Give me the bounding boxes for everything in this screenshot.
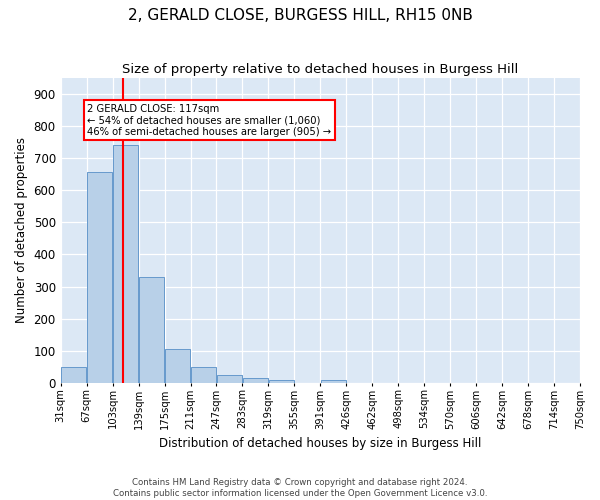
- Bar: [113, 146, 138, 382]
- Bar: [217, 374, 242, 382]
- Bar: [61, 366, 86, 382]
- Text: 2 GERALD CLOSE: 117sqm
← 54% of detached houses are smaller (1,060)
46% of semi-: 2 GERALD CLOSE: 117sqm ← 54% of detached…: [88, 104, 331, 137]
- Bar: [243, 378, 268, 382]
- Bar: [191, 366, 216, 382]
- Bar: [320, 380, 346, 382]
- Bar: [165, 349, 190, 382]
- Text: 2, GERALD CLOSE, BURGESS HILL, RH15 0NB: 2, GERALD CLOSE, BURGESS HILL, RH15 0NB: [128, 8, 472, 22]
- Title: Size of property relative to detached houses in Burgess Hill: Size of property relative to detached ho…: [122, 62, 518, 76]
- Bar: [269, 380, 294, 382]
- X-axis label: Distribution of detached houses by size in Burgess Hill: Distribution of detached houses by size …: [159, 437, 482, 450]
- Bar: [139, 277, 164, 382]
- Y-axis label: Number of detached properties: Number of detached properties: [15, 138, 28, 324]
- Bar: [87, 172, 112, 382]
- Text: Contains HM Land Registry data © Crown copyright and database right 2024.
Contai: Contains HM Land Registry data © Crown c…: [113, 478, 487, 498]
